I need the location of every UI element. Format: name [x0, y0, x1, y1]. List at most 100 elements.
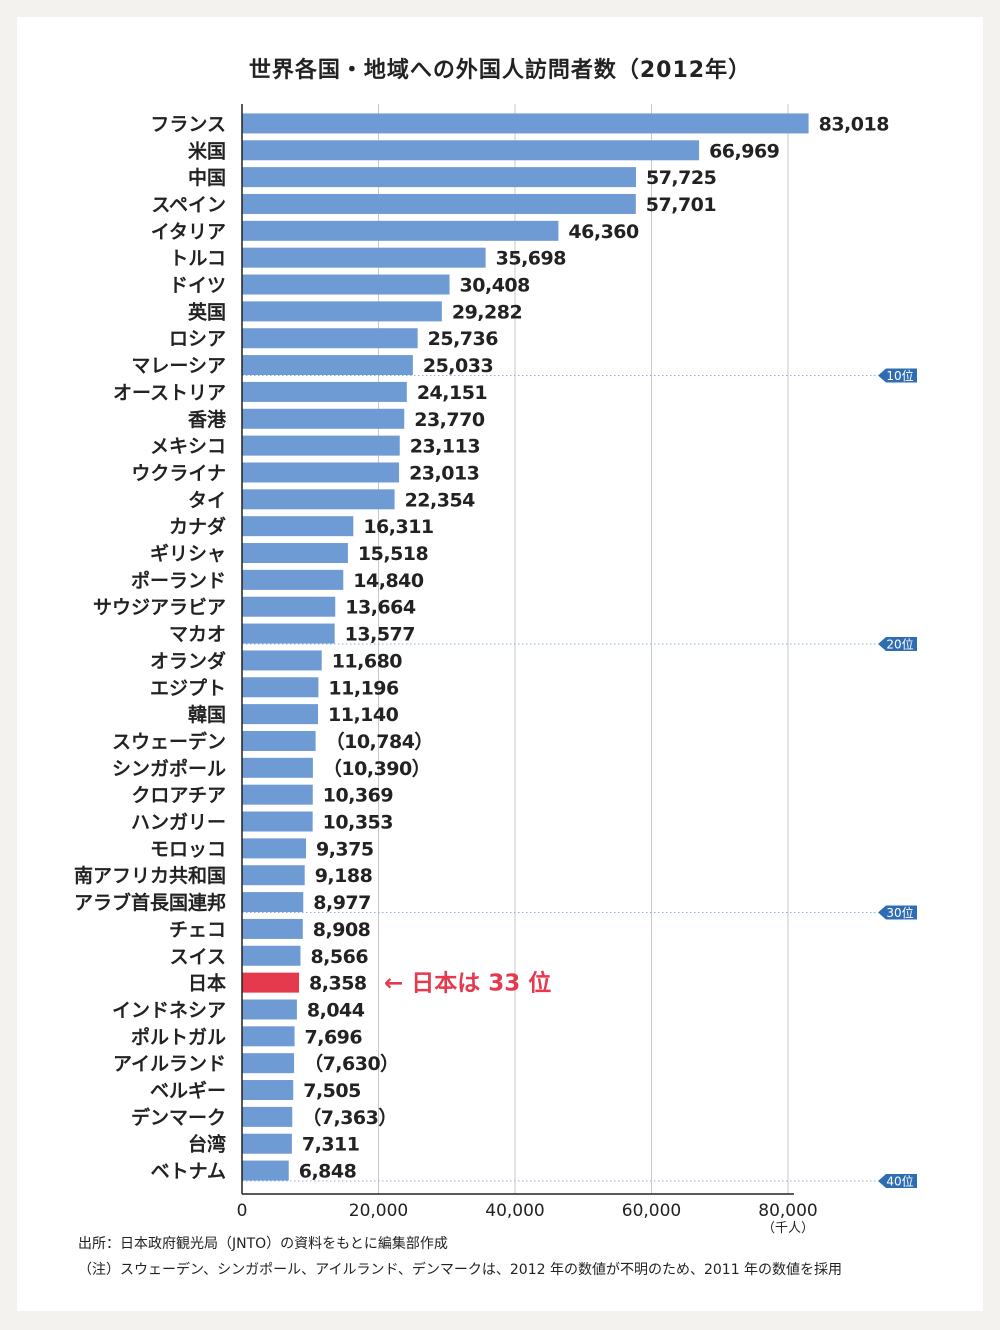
value-label: （10,784） [326, 730, 433, 753]
category-label: カナダ [169, 515, 226, 538]
bar [242, 892, 304, 913]
category-label: 南アフリカ共和国 [74, 864, 226, 887]
bar [242, 704, 319, 725]
value-label: 29,282 [452, 301, 522, 323]
rank-badge [878, 637, 917, 651]
value-label: 25,033 [423, 355, 493, 377]
rank-badge [878, 1174, 917, 1188]
rank-badge-label: 40位 [886, 1174, 913, 1189]
category-label: ドイツ [169, 275, 226, 297]
rank-badge-label: 30位 [886, 905, 913, 920]
bar [242, 328, 418, 349]
value-label: 11,680 [332, 650, 403, 672]
category-label: ウクライナ [131, 462, 226, 484]
category-label: エジプト [150, 676, 226, 699]
bar [242, 462, 400, 483]
bar [242, 784, 313, 805]
bar [242, 596, 336, 617]
value-label: 11,140 [328, 704, 399, 726]
category-label: デンマーク [131, 1106, 226, 1129]
bar [242, 999, 297, 1020]
value-label: 46,360 [568, 221, 639, 243]
value-label: 10,369 [323, 785, 393, 807]
bar [242, 1053, 295, 1074]
bar [242, 274, 450, 295]
category-label: スペイン [151, 194, 226, 216]
bar [242, 301, 442, 322]
value-label: 7,696 [305, 1026, 363, 1048]
bar [242, 1080, 294, 1101]
category-label: 米国 [188, 139, 226, 162]
category-label: シンガポール [112, 757, 226, 780]
bar [242, 247, 486, 268]
category-label: 台湾 [188, 1133, 226, 1156]
chart-title: 世界各国・地域への外国人訪問者数（2012年） [248, 58, 752, 83]
category-label: イタリア [151, 221, 226, 243]
category-label: トルコ [169, 248, 226, 270]
value-label: 6,848 [299, 1161, 357, 1183]
bar [242, 1160, 289, 1181]
category-label: スウェーデン [112, 730, 226, 753]
category-label: クロアチア [131, 785, 226, 807]
value-label: 14,840 [353, 570, 424, 592]
bar [242, 381, 407, 402]
value-label: 8,358 [309, 973, 367, 995]
footnote: （注）スウェーデン、シンガポール、アイルランド、デンマークは、2012 年の数値… [78, 1262, 843, 1278]
category-label: ロシア [169, 328, 226, 350]
value-label: 30,408 [460, 275, 531, 297]
bar [242, 945, 301, 966]
bar [242, 865, 305, 886]
category-label: アイルランド [113, 1053, 226, 1075]
category-label: インドネシア [112, 999, 226, 1021]
category-label: オランダ [150, 649, 226, 672]
x-tick-label: 80,000 [758, 1201, 817, 1221]
bar [242, 193, 636, 214]
source-note: 出所：日本政府観光局（JNTO）の資料をもとに編集部作成 [78, 1236, 448, 1252]
bar [242, 569, 344, 590]
category-label: マカオ [169, 624, 226, 646]
rank-badge [878, 368, 917, 383]
x-tick-label: 20,000 [349, 1201, 408, 1221]
bar [242, 838, 306, 859]
bar [242, 757, 313, 778]
value-label: 11,196 [328, 677, 399, 699]
category-label: 韓国 [188, 703, 226, 726]
value-label: 15,518 [358, 543, 429, 565]
rank-badge [878, 905, 917, 920]
value-label: 25,736 [428, 328, 499, 350]
value-label: 57,725 [646, 167, 716, 189]
value-label: 23,113 [410, 436, 480, 458]
category-label: ギリシャ [150, 543, 226, 565]
x-tick-label: 40,000 [485, 1201, 544, 1221]
japan-callout: ← 日本は 33 位 [384, 970, 551, 997]
category-label: ベルギー [150, 1080, 226, 1102]
category-label: モロッコ [150, 838, 226, 860]
value-label: 7,505 [303, 1080, 361, 1102]
bar [242, 623, 335, 644]
value-label: 22,354 [405, 489, 476, 511]
value-label: 8,908 [313, 919, 371, 941]
value-label: 83,018 [819, 113, 890, 135]
bar [242, 435, 400, 456]
x-tick-label: 60,000 [622, 1201, 681, 1221]
bar [242, 650, 322, 671]
category-label: タイ [188, 489, 226, 511]
value-label: 8,977 [313, 892, 371, 914]
bar [242, 677, 319, 698]
bar [242, 1106, 293, 1127]
value-label: 13,664 [345, 597, 416, 619]
bar [242, 167, 636, 188]
category-label: アラブ首長国連邦 [74, 891, 226, 914]
category-label: ポルトガル [131, 1025, 226, 1048]
value-label: 23,013 [409, 462, 479, 484]
bar [242, 730, 316, 751]
value-label: 8,566 [310, 946, 368, 968]
bar [242, 113, 809, 134]
bar [242, 811, 313, 832]
value-label: 66,969 [709, 140, 779, 162]
bar [242, 408, 405, 429]
bar [242, 1133, 292, 1154]
category-label: ベトナム [151, 1161, 226, 1183]
value-label: （10,390） [323, 757, 430, 780]
value-label: 7,311 [302, 1134, 360, 1156]
